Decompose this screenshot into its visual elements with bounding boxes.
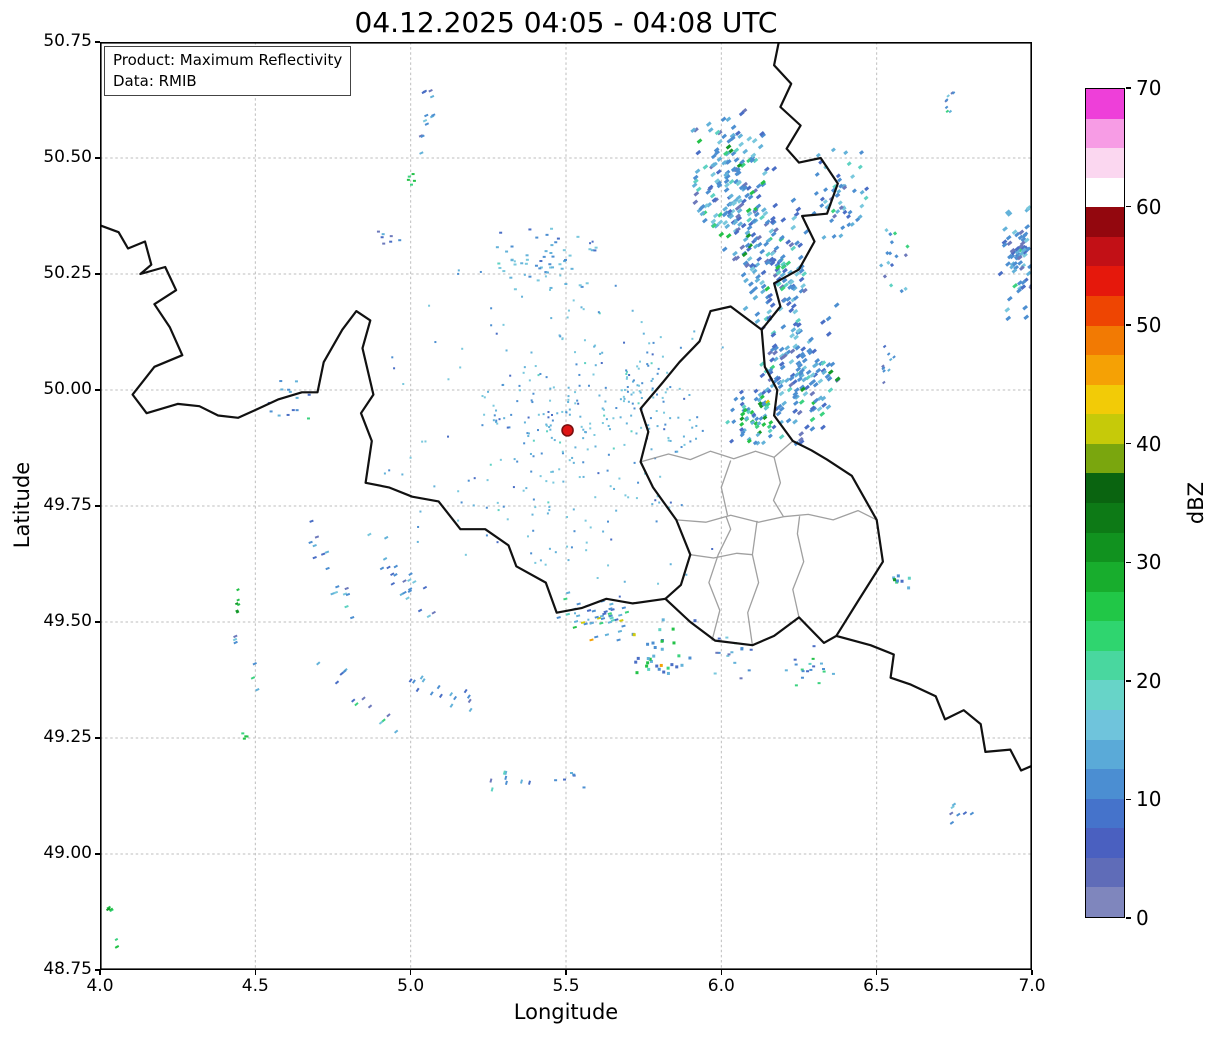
radar-echoes <box>105 88 1032 949</box>
y-tick-mark <box>95 157 100 159</box>
data-source-label: Data: RMIB <box>113 71 197 90</box>
colorbar-tick-mark <box>1126 561 1131 564</box>
x-tick-mark <box>409 970 412 975</box>
colorbar-tick-label: 50 <box>1136 313 1162 338</box>
gridlines <box>100 42 1032 970</box>
x-tick-label: 4.0 <box>86 976 114 996</box>
page-title: 04.12.2025 04:05 - 04:08 UTC <box>354 6 778 39</box>
colorbar-tick-mark <box>1126 798 1131 801</box>
colorbar-segment <box>1086 798 1124 829</box>
colorbar-segment <box>1086 620 1124 651</box>
colorbar-segment <box>1086 384 1124 415</box>
x-tick-mark <box>254 970 257 975</box>
colorbar-segment <box>1086 266 1124 296</box>
colorbar-tick-mark <box>1126 205 1131 208</box>
y-tick-label: 50.50 <box>43 147 92 167</box>
colorbar-segment <box>1086 413 1124 444</box>
y-tick-label: 48.75 <box>43 959 92 979</box>
x-tick-label: 6.0 <box>707 976 735 996</box>
colorbar-segment <box>1086 591 1124 622</box>
y-tick-mark <box>95 621 100 623</box>
colorbar-tick-mark <box>1126 324 1131 326</box>
radar-map-canvas <box>100 42 1032 970</box>
y-tick-mark <box>95 41 100 43</box>
x-tick-mark <box>565 970 567 975</box>
colorbar-segment <box>1086 473 1124 503</box>
colorbar-segment <box>1086 857 1124 888</box>
colorbar-label: dBZ <box>1184 481 1208 525</box>
colorbar-segment <box>1086 561 1124 592</box>
colorbar-segment <box>1086 325 1124 356</box>
colorbar-segment <box>1086 354 1124 385</box>
colorbar-segment <box>1086 502 1124 533</box>
colorbar-tick-mark <box>1126 442 1131 445</box>
colorbar-segment <box>1086 443 1124 474</box>
colorbar-segment <box>1086 827 1124 858</box>
x-tick-mark <box>1031 970 1033 975</box>
colorbar-tick-mark <box>1126 680 1131 682</box>
colorbar-tick-mark <box>1126 87 1131 89</box>
radar-site-marker <box>561 424 574 437</box>
x-axis-label: Longitude <box>513 1000 619 1024</box>
y-tick-label: 49.50 <box>43 611 92 631</box>
colorbar-segment <box>1086 206 1124 237</box>
x-tick-mark <box>99 970 101 975</box>
country-borders <box>100 42 1032 772</box>
colorbar-tick-label: 30 <box>1136 550 1162 575</box>
colorbar-tick-label: 10 <box>1136 787 1162 812</box>
product-label: Product: Maximum Reflectivity <box>113 51 343 69</box>
x-tick-label: 7.0 <box>1018 976 1046 996</box>
x-tick-label: 5.0 <box>397 976 425 996</box>
admin-borders <box>640 440 877 646</box>
product-info-box: Product: Maximum Reflectivity Data: RMIB <box>104 46 352 97</box>
colorbar-tick-mark <box>1126 917 1131 919</box>
colorbar-segment <box>1086 88 1124 119</box>
colorbar-segment <box>1086 295 1124 326</box>
y-tick-label: 50.00 <box>43 379 92 399</box>
x-tick-mark <box>720 970 723 975</box>
colorbar-segment <box>1086 532 1124 563</box>
plot-frame <box>100 42 1032 970</box>
x-tick-label: 4.5 <box>241 976 269 996</box>
x-tick-mark <box>875 970 878 975</box>
colorbar-tick-label: 60 <box>1136 194 1162 219</box>
colorbar-segment <box>1086 650 1124 681</box>
y-tick-label: 49.25 <box>43 727 92 747</box>
colorbar <box>1085 88 1125 918</box>
colorbar-tick-label: 40 <box>1136 431 1162 456</box>
y-tick-mark <box>95 737 100 739</box>
y-tick-label: 50.25 <box>43 263 92 283</box>
y-tick-label: 49.00 <box>43 843 92 863</box>
colorbar-segment <box>1086 739 1124 770</box>
colorbar-segment <box>1086 680 1124 710</box>
y-tick-mark <box>95 273 100 275</box>
colorbar-gradient <box>1086 88 1124 917</box>
colorbar-segment <box>1086 887 1124 917</box>
y-tick-mark <box>95 969 100 971</box>
colorbar-segment <box>1086 147 1124 178</box>
x-tick-label: 5.5 <box>552 976 580 996</box>
colorbar-segment <box>1086 236 1124 267</box>
y-tick-label: 50.75 <box>43 31 92 51</box>
colorbar-segment <box>1086 768 1124 799</box>
colorbar-tick-label: 20 <box>1136 668 1162 693</box>
y-tick-mark <box>95 389 100 391</box>
colorbar-tick-label: 70 <box>1136 76 1162 100</box>
y-tick-label: 49.75 <box>43 495 92 515</box>
colorbar-segment <box>1086 709 1124 740</box>
x-tick-label: 6.5 <box>863 976 891 996</box>
map-plot-area: Product: Maximum Reflectivity Data: RMIB <box>100 42 1032 970</box>
y-tick-mark <box>95 853 100 855</box>
y-tick-mark <box>95 505 100 507</box>
colorbar-tick-label: 0 <box>1136 906 1149 930</box>
colorbar-segment <box>1086 177 1124 208</box>
colorbar-segment <box>1086 118 1124 149</box>
